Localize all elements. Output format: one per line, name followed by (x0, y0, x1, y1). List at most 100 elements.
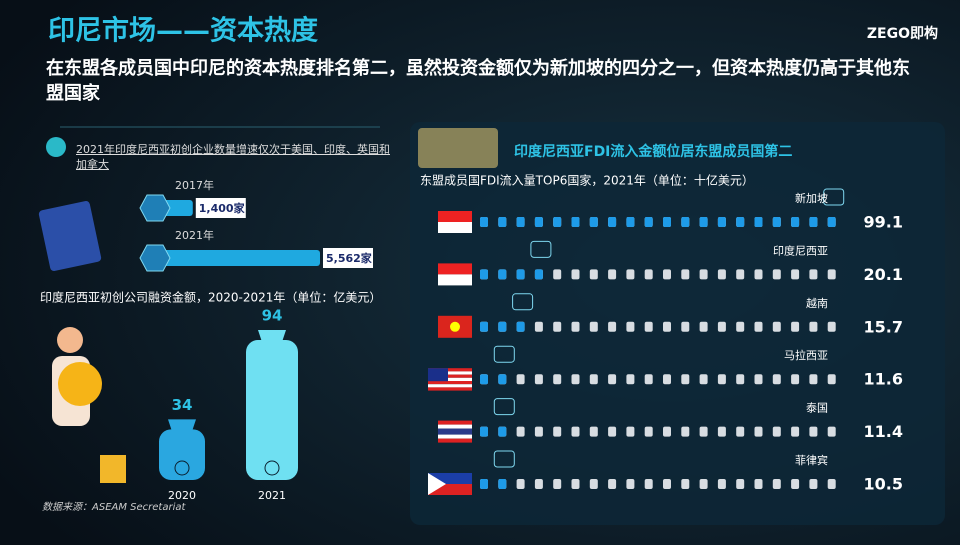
logo: ZEGO即构 (867, 25, 938, 42)
source: 数据来源：ASEAM Secretariat (42, 501, 186, 513)
flag (438, 222, 472, 233)
chart-title: 东盟成员国FDI流入量TOP6国家，2021年（单位：十亿美元） (420, 173, 754, 188)
category-label: 印度尼西亚 (773, 243, 828, 257)
flag (438, 274, 472, 286)
flag (428, 368, 448, 382)
flag (428, 387, 472, 391)
value-label: 1,400家 (199, 201, 246, 215)
dot-track (571, 374, 580, 385)
dot-track (608, 374, 617, 385)
dot (791, 217, 800, 227)
dot (717, 217, 726, 227)
subtitle-box: 在东盟各成员国中印尼的资本热度排名第二，虽然投资金额仅为新加坡的四分之一，但资本… (46, 58, 910, 104)
bag-coin (174, 460, 190, 476)
dot (553, 217, 562, 227)
dot-track (827, 321, 836, 332)
dot (534, 269, 543, 280)
value-label: 5,562家 (326, 251, 373, 265)
dot (498, 321, 507, 332)
dot-track (699, 479, 708, 489)
value-label: 15.7 (864, 317, 903, 336)
dot-track (571, 426, 580, 437)
dot-bar (480, 269, 543, 280)
bag-knot (168, 419, 196, 432)
dot-track (754, 426, 763, 437)
dot (681, 217, 690, 227)
dot-track (791, 269, 800, 280)
dot-track (571, 269, 580, 280)
dot (626, 217, 635, 227)
value-label: 10.5 (864, 475, 903, 494)
dot (498, 479, 507, 489)
flag (428, 377, 472, 381)
dot-track (736, 426, 745, 437)
bar (150, 250, 320, 266)
dot (699, 217, 708, 227)
dot-track (534, 426, 543, 437)
flag (438, 211, 472, 222)
chart-title: 2021年印度尼西亚初创企业数量增速仅次于美国、印度、英国和加拿大 (76, 143, 390, 171)
dot-track (663, 374, 671, 385)
flag (438, 428, 472, 435)
dot-track (663, 479, 671, 489)
coins-icon (418, 128, 498, 168)
dot-track (717, 374, 726, 385)
dot-track (699, 374, 708, 385)
dot-track (626, 426, 635, 437)
dot-track (589, 321, 598, 332)
dot-bar (480, 374, 507, 385)
dot-track (681, 374, 690, 385)
dot (516, 269, 525, 280)
dot-track (772, 321, 781, 332)
value-label: 20.1 (864, 265, 903, 284)
dot-track (608, 479, 617, 489)
flag (438, 438, 472, 443)
dot (480, 479, 488, 489)
dot-track (553, 426, 562, 437)
flag (428, 473, 446, 495)
dot-track (534, 374, 543, 385)
dollar-icon (493, 345, 515, 363)
slide-title: 印尼市场——资本热度 (48, 15, 318, 47)
category-label: 泰国 (806, 401, 828, 415)
dot-track (644, 426, 653, 437)
dot-track (791, 374, 800, 385)
dot (827, 217, 836, 227)
bag (246, 340, 298, 480)
dot-track (516, 479, 525, 489)
icon (46, 137, 66, 157)
value-label: 11.4 (864, 422, 903, 441)
category-label: 2021年 (175, 228, 214, 242)
dot-track (736, 269, 745, 280)
bag (159, 429, 205, 480)
dot-track (754, 374, 763, 385)
dot-track (681, 426, 690, 437)
dot (772, 217, 781, 227)
flag (438, 434, 472, 439)
dot-bar (480, 426, 507, 437)
dollar-icon (512, 293, 534, 311)
dot (480, 426, 488, 437)
dot-track (736, 374, 745, 385)
dot-track (736, 321, 745, 332)
dot-track (827, 374, 836, 385)
dot-bar (480, 479, 507, 489)
dot (754, 217, 763, 227)
flag (438, 420, 472, 425)
flag (428, 381, 472, 385)
clipboard-icon (38, 201, 102, 271)
dot-track (644, 479, 653, 489)
dot-track (516, 426, 525, 437)
dot-track (663, 269, 671, 280)
dot-track (717, 426, 726, 437)
dot-track (663, 321, 671, 332)
dollar-icon (493, 398, 515, 416)
flag (428, 374, 472, 378)
dot (480, 374, 488, 385)
hex-icon (139, 194, 171, 222)
dot-track (827, 269, 836, 280)
person-illustration (52, 327, 126, 483)
value-label-box (323, 248, 373, 268)
dot-track (571, 321, 580, 332)
